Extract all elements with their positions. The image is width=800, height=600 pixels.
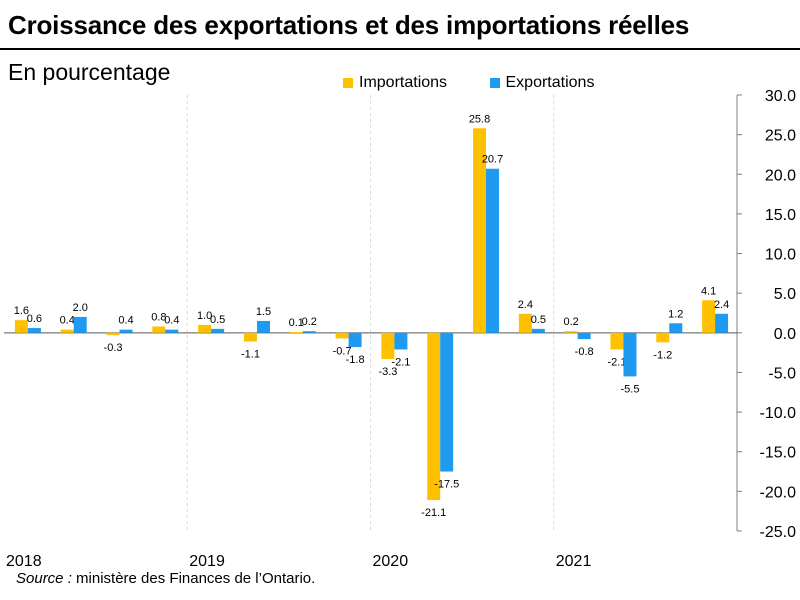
bar-importations-8 (335, 332, 349, 339)
data-label-importations-6: -1.1 (241, 349, 260, 361)
bar-importations-7 (289, 332, 303, 334)
data-label-importations-10: -21.1 (421, 507, 446, 519)
data-label-exportations-1: 0.6 (27, 313, 42, 325)
x-year-label-2021: 2021 (556, 553, 592, 570)
bar-exportations-11 (486, 168, 500, 333)
bar-exportations-16 (715, 313, 729, 333)
chart-title: Croissance des exportations et des impor… (8, 10, 690, 40)
data-label-exportations-2: 2.0 (73, 302, 88, 314)
bar-exportations-1 (27, 328, 41, 333)
data-label-importations-4: 0.8 (151, 311, 166, 323)
data-label-importations-9: -3.3 (378, 366, 397, 378)
bar-exportations-9 (394, 332, 408, 350)
bar-exportations-13 (577, 332, 591, 340)
legend-item-importations: Importations (343, 74, 447, 92)
bar-importations-14 (610, 332, 624, 350)
y-tick-label: 30.0 (765, 88, 796, 105)
x-year-label-2019: 2019 (189, 553, 225, 570)
data-label-importations-1: 1.6 (14, 305, 29, 317)
data-label-importations-8: -0.7 (333, 345, 352, 357)
y-tick-label: -5.0 (768, 365, 796, 382)
y-tick-label: -20.0 (760, 484, 797, 501)
legend-swatch-importations (343, 78, 353, 88)
data-label-exportations-8: -1.8 (346, 354, 365, 366)
bar-importations-11 (473, 128, 487, 333)
y-tick-label: 5.0 (774, 286, 796, 303)
bar-importations-4 (152, 326, 166, 333)
bar-exportations-8 (348, 332, 362, 348)
data-label-exportations-15: 1.2 (668, 308, 683, 320)
bar-exportations-6 (256, 320, 270, 333)
bar-importations-1 (14, 320, 28, 333)
bar-exportations-7 (302, 331, 316, 333)
data-label-exportations-3: 0.4 (118, 315, 133, 327)
data-label-exportations-6: 1.5 (256, 306, 271, 318)
x-year-label-2018: 2018 (6, 553, 42, 570)
source-label: Source : (16, 570, 72, 587)
data-label-exportations-16: 2.4 (714, 299, 729, 311)
y-tick-label: -10.0 (760, 405, 797, 422)
bar-importations-9 (381, 332, 395, 359)
y-tick-label: 20.0 (765, 167, 796, 184)
bar-importations-3 (106, 332, 120, 336)
source-note: Source : ministère des Finances de l’Ont… (16, 570, 315, 587)
y-tick-label: -15.0 (760, 445, 797, 462)
y-tick-label: 25.0 (765, 128, 796, 145)
data-label-exportations-10: -17.5 (434, 479, 459, 491)
data-label-importations-14: -2.1 (607, 356, 626, 368)
legend-label-exportations: Exportations (505, 74, 595, 91)
data-label-importations-15: -1.2 (653, 349, 672, 361)
data-label-importations-12: 2.4 (518, 299, 533, 311)
bar-importations-5 (198, 324, 212, 333)
bar-exportations-10 (440, 332, 454, 472)
bar-exportations-14 (623, 332, 637, 377)
bar-exportations-3 (119, 329, 133, 333)
bar-exportations-15 (669, 323, 683, 333)
bar-importations-2 (60, 329, 74, 333)
y-tick-label: 0.0 (774, 326, 796, 343)
title-rule (0, 48, 800, 50)
data-label-importations-16: 4.1 (701, 285, 716, 297)
chart-legend: Importations Exportations (343, 74, 632, 93)
data-label-importations-3: -0.3 (104, 342, 123, 354)
legend-item-exportations: Exportations (489, 74, 595, 92)
data-label-exportations-11: 20.7 (482, 154, 503, 166)
data-label-exportations-4: 0.4 (164, 315, 179, 327)
data-label-importations-5: 1.0 (197, 310, 212, 322)
bar-importations-16 (702, 300, 716, 333)
legend-label-importations: Importations (359, 74, 448, 91)
bar-exportations-2 (73, 316, 87, 333)
data-label-exportations-5: 0.5 (210, 314, 225, 326)
data-label-exportations-13: -0.8 (575, 346, 594, 358)
chart-subtitle: En pourcentage (8, 59, 171, 85)
data-label-importations-13: 0.2 (564, 316, 579, 328)
legend-swatch-exportations (489, 78, 500, 88)
data-label-exportations-7: 0.2 (302, 316, 317, 328)
source-text: ministère des Finances de l’Ontario. (71, 570, 316, 587)
data-label-importations-2: 0.4 (60, 315, 75, 327)
x-year-label-2020: 2020 (373, 553, 409, 570)
data-label-importations-11: 25.8 (469, 113, 490, 125)
bar-importations-10 (427, 332, 441, 501)
bar-importations-15 (656, 332, 670, 343)
bar-importations-13 (564, 331, 578, 333)
bar-importations-6 (243, 332, 257, 342)
bar-exportations-4 (165, 329, 179, 333)
bar-exportations-5 (211, 328, 225, 333)
data-label-exportations-12: 0.5 (531, 314, 546, 326)
data-label-exportations-9: -2.1 (391, 356, 410, 368)
data-label-exportations-14: -5.5 (620, 383, 639, 395)
y-tick-label: 10.0 (765, 247, 796, 264)
bar-exportations-12 (531, 328, 545, 333)
bar-importations-12 (518, 313, 532, 333)
y-tick-label: 15.0 (765, 207, 796, 224)
y-tick-label: -25.0 (760, 524, 797, 541)
data-label-importations-7: 0.1 (289, 317, 304, 329)
